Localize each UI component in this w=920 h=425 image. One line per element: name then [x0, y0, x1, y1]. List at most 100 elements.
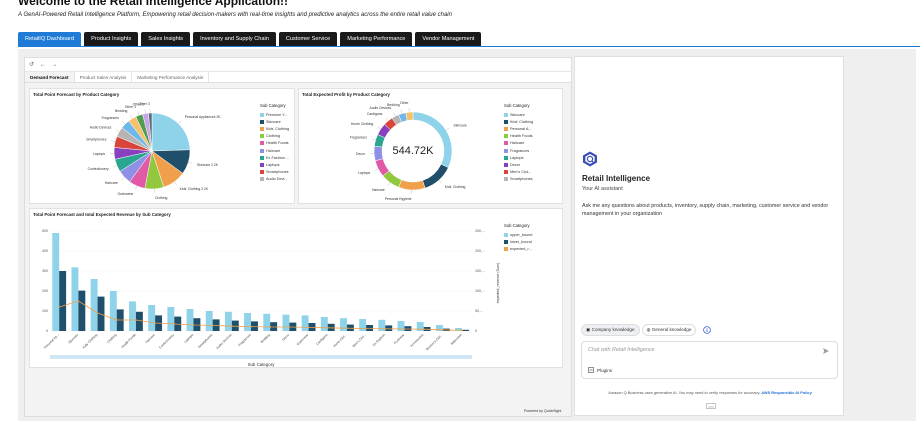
bar-lower-bound[interactable]: [135, 311, 143, 331]
bar-upper-bound[interactable]: [397, 321, 405, 331]
legend-item[interactable]: Smartphones: [260, 169, 289, 176]
tab-marketing-performance[interactable]: Marketing Performance: [340, 32, 413, 46]
legend-item[interactable]: Ex Fashion ...: [260, 154, 289, 161]
bar-upper-bound[interactable]: [71, 267, 79, 331]
legend-item[interactable]: Decor: [504, 161, 533, 168]
chat-input[interactable]: [588, 347, 808, 353]
line-point[interactable]: [77, 300, 80, 302]
sheet-tab-marketing-performance[interactable]: Marketing Performance Analysis: [132, 72, 210, 82]
bar-upper-bound[interactable]: [416, 322, 424, 331]
bar-upper-bound[interactable]: [320, 317, 328, 331]
bar-lower-bound[interactable]: [404, 326, 412, 331]
pie-slice[interactable]: [405, 111, 414, 121]
line-point[interactable]: [96, 312, 99, 314]
bar-lower-bound[interactable]: [385, 325, 393, 331]
bar-upper-bound[interactable]: [109, 291, 117, 331]
line-point[interactable]: [365, 327, 367, 330]
forecast-revenue-bar-chart[interactable]: 500 250,... 400 200,... 300 150,... 200 100,...…: [32, 213, 512, 368]
bar-upper-bound[interactable]: [378, 319, 386, 331]
bar-upper-bound[interactable]: [455, 328, 463, 331]
bar-lower-bound[interactable]: [251, 321, 258, 331]
bar-lower-bound[interactable]: [327, 323, 335, 331]
bar-lower-bound[interactable]: [193, 318, 201, 331]
legend-item[interactable]: Audio Devi...: [260, 176, 289, 183]
bar-lower-bound[interactable]: [270, 322, 278, 331]
bar-upper-bound[interactable]: [186, 309, 194, 331]
point-forecast-pie-chart[interactable]: Personal Appliances 2K Skincare 2.2K Kids'…: [32, 95, 262, 205]
tab-inventory-supply-chain[interactable]: Inventory and Supply Chain: [193, 32, 276, 46]
legend-item[interactable]: Haircare: [504, 140, 533, 147]
legend-item[interactable]: Kids' Clothing: [260, 125, 289, 132]
send-icon[interactable]: [822, 347, 830, 355]
responsible-ai-policy-link[interactable]: AWS Responsible AI Policy: [761, 390, 812, 395]
legend-item[interactable]: Personal A...: [504, 125, 533, 132]
legend-item[interactable]: Haircare: [260, 147, 289, 154]
tab-vendor-management[interactable]: Vendor Management: [415, 32, 482, 46]
line-point[interactable]: [269, 326, 272, 328]
legend-item[interactable]: Smartphones: [504, 176, 533, 183]
line-point[interactable]: [288, 326, 291, 328]
line-point[interactable]: [115, 319, 118, 321]
bar-upper-bound[interactable]: [435, 325, 443, 331]
line-point[interactable]: [442, 329, 444, 331]
line-point[interactable]: [403, 328, 406, 330]
general-knowledge-button[interactable]: ◍ General knowledge: [641, 324, 697, 336]
sheet-tab-demand-forecast[interactable]: Demand Forecast: [25, 72, 75, 82]
legend-item[interactable]: Clothing: [260, 133, 289, 140]
line-point[interactable]: [461, 329, 463, 332]
bar-upper-bound[interactable]: [167, 307, 175, 331]
pie-slice[interactable]: [412, 111, 453, 168]
tab-sales-insights[interactable]: Sales Insights: [141, 32, 191, 46]
tab-product-insights[interactable]: Product Insights: [84, 32, 139, 46]
line-point[interactable]: [346, 327, 348, 329]
bar-lower-bound[interactable]: [462, 329, 469, 331]
bar-lower-bound[interactable]: [231, 320, 239, 331]
bar-upper-bound[interactable]: [52, 233, 60, 331]
line-point[interactable]: [326, 327, 329, 329]
back-arrow-icon[interactable]: ←: [39, 62, 46, 68]
bar-lower-bound[interactable]: [308, 323, 316, 331]
line-point[interactable]: [307, 326, 310, 329]
legend-item[interactable]: Kids' Clothing: [504, 118, 533, 125]
line-point[interactable]: [211, 324, 214, 327]
bar-upper-bound[interactable]: [129, 301, 136, 331]
line-point[interactable]: [422, 328, 425, 330]
bar-upper-bound[interactable]: [263, 313, 271, 331]
company-knowledge-button[interactable]: ▣ Company knowledge: [581, 324, 640, 336]
bar-upper-bound[interactable]: [90, 279, 98, 331]
legend-item[interactable]: Skincare: [504, 111, 533, 118]
tab-retailiq-dashboard[interactable]: RetailIQ Dashboard: [18, 32, 82, 46]
bar-upper-bound[interactable]: [301, 315, 309, 331]
line-point[interactable]: [384, 328, 387, 330]
pie-slice[interactable]: [151, 112, 191, 152]
legend-item[interactable]: Laptops: [504, 154, 533, 161]
bar-upper-bound[interactable]: [148, 305, 156, 331]
line-point[interactable]: [192, 324, 195, 326]
plugins-button[interactable]: Plugins: [588, 367, 612, 373]
bar-upper-bound[interactable]: [359, 319, 367, 331]
undo-icon[interactable]: ↺: [29, 62, 35, 68]
line-point[interactable]: [250, 325, 252, 328]
line-point[interactable]: [154, 322, 156, 324]
legend-item[interactable]: Health Foods: [260, 140, 289, 147]
legend-item[interactable]: Fragrances: [504, 147, 533, 154]
keyboard-icon[interactable]: [706, 403, 716, 409]
line-point[interactable]: [135, 319, 137, 321]
line-point[interactable]: [231, 325, 233, 327]
x-scrollbar[interactable]: [50, 355, 472, 359]
bar-upper-bound[interactable]: [205, 311, 213, 331]
bar-lower-bound[interactable]: [346, 324, 354, 331]
bar-upper-bound[interactable]: [282, 314, 290, 331]
expected-revenue-line[interactable]: [59, 300, 463, 331]
bar-upper-bound[interactable]: [224, 311, 232, 331]
bar-upper-bound[interactable]: [340, 318, 347, 331]
line-point[interactable]: [173, 323, 176, 325]
expected-profit-donut-chart[interactable]: Skincare Kids' Clothing Personal Hygiene Ha…: [301, 95, 501, 205]
bar-lower-bound[interactable]: [366, 325, 374, 331]
legend-item[interactable]: Health Foods: [504, 133, 533, 140]
pie-slice[interactable]: [398, 179, 426, 191]
tab-customer-service[interactable]: Customer Service: [278, 32, 338, 46]
info-icon[interactable]: [703, 326, 712, 334]
legend-item[interactable]: Men's Clot...: [504, 169, 533, 176]
legend-item[interactable]: lower_bound: [504, 238, 532, 245]
